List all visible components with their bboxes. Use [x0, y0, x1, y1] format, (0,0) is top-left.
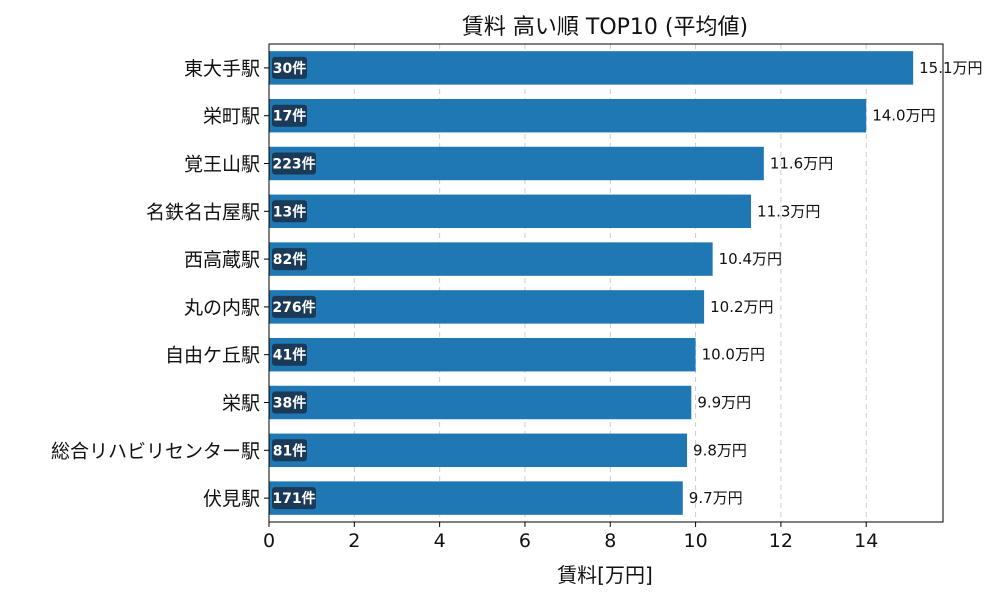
- count-label: 30件: [273, 60, 306, 77]
- count-label: 41件: [273, 347, 306, 364]
- bar-value-label: 9.7万円: [689, 489, 743, 507]
- count-label: 17件: [273, 108, 306, 125]
- bar-value-label: 11.3万円: [757, 202, 820, 220]
- count-label: 223件: [272, 156, 315, 173]
- category-label: 栄町駅: [203, 106, 260, 128]
- count-badge: [272, 104, 307, 127]
- category-label: 西高蔵駅: [184, 249, 260, 271]
- bar-value-label: 9.8万円: [693, 441, 747, 459]
- x-tick-label: 0: [263, 530, 275, 552]
- bar: [269, 481, 683, 515]
- bar: [269, 337, 696, 372]
- count-label: 81件: [273, 442, 306, 459]
- count-label: 13件: [273, 203, 306, 220]
- count-badge: [272, 152, 316, 175]
- bar-value-label: 10.4万円: [719, 250, 782, 268]
- count-badge: [272, 487, 316, 510]
- x-tick-label: 8: [604, 530, 616, 552]
- x-tick-label: 10: [683, 530, 707, 552]
- category-label: 丸の内駅: [184, 297, 260, 319]
- count-label: 82件: [273, 251, 306, 268]
- category-label: 名鉄名古屋駅: [146, 201, 260, 223]
- count-badge: [272, 248, 307, 271]
- bar: [269, 51, 914, 85]
- bar-value-label: 14.0万円: [872, 107, 935, 125]
- plot-frame: [268, 43, 944, 523]
- count-badge: [272, 439, 307, 462]
- category-label: 栄駅: [222, 393, 260, 415]
- bar-value-label: 11.6万円: [770, 155, 833, 173]
- bar: [269, 433, 688, 468]
- count-label: 171件: [272, 490, 315, 507]
- bar: [269, 146, 764, 181]
- bars: 15.1万円 30件 14.0万円 17件 11.6万円 223件 11.3万円 13件 10.…: [269, 51, 983, 515]
- bar: [269, 194, 752, 229]
- bar-value-label: 10.2万円: [710, 298, 773, 316]
- x-tick-label: 12: [769, 530, 793, 552]
- category-label: 自由ケ丘駅: [165, 345, 260, 367]
- category-label: 総合リハビリセンター駅: [51, 440, 260, 462]
- x-tick-label: 6: [519, 530, 531, 552]
- count-badge: [272, 391, 307, 414]
- x-axis: 0 2 4 6 8 10 12 14: [263, 522, 878, 552]
- bar: [269, 98, 867, 133]
- x-tick-label: 14: [854, 530, 878, 552]
- count-badge: [272, 56, 307, 79]
- y-axis: 東大手駅栄町駅覚王山駅名鉄名古屋駅西高蔵駅丸の内駅自由ケ丘駅栄駅総合リハビリセン…: [51, 58, 269, 510]
- count-label: 276件: [272, 299, 315, 316]
- count-badge: [272, 200, 307, 223]
- category-label: 伏見駅: [203, 488, 260, 510]
- bar-value-label: 15.1万円: [919, 59, 982, 77]
- count-badge: [272, 295, 316, 318]
- x-tick-label: 4: [434, 530, 446, 552]
- bar: [269, 242, 713, 276]
- count-label: 38件: [273, 395, 306, 412]
- bar: [269, 385, 692, 420]
- count-badge: [272, 343, 307, 366]
- chart-title: 賃料 高い順 TOP10 (平均値): [462, 15, 748, 40]
- category-label: 東大手駅: [184, 58, 260, 80]
- bar-value-label: 10.0万円: [702, 346, 765, 364]
- bar-value-label: 9.9万円: [697, 394, 751, 412]
- x-axis-label: 賃料[万円]: [557, 563, 653, 587]
- category-label: 覚王山駅: [184, 154, 260, 176]
- bar: [269, 290, 705, 324]
- x-tick-label: 2: [348, 530, 360, 552]
